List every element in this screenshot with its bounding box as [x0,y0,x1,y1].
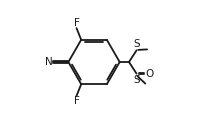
Text: F: F [74,96,79,106]
Text: N: N [45,57,53,67]
Text: S: S [133,75,140,85]
Text: F: F [74,18,79,28]
Text: S: S [133,39,140,49]
Text: O: O [146,69,154,79]
